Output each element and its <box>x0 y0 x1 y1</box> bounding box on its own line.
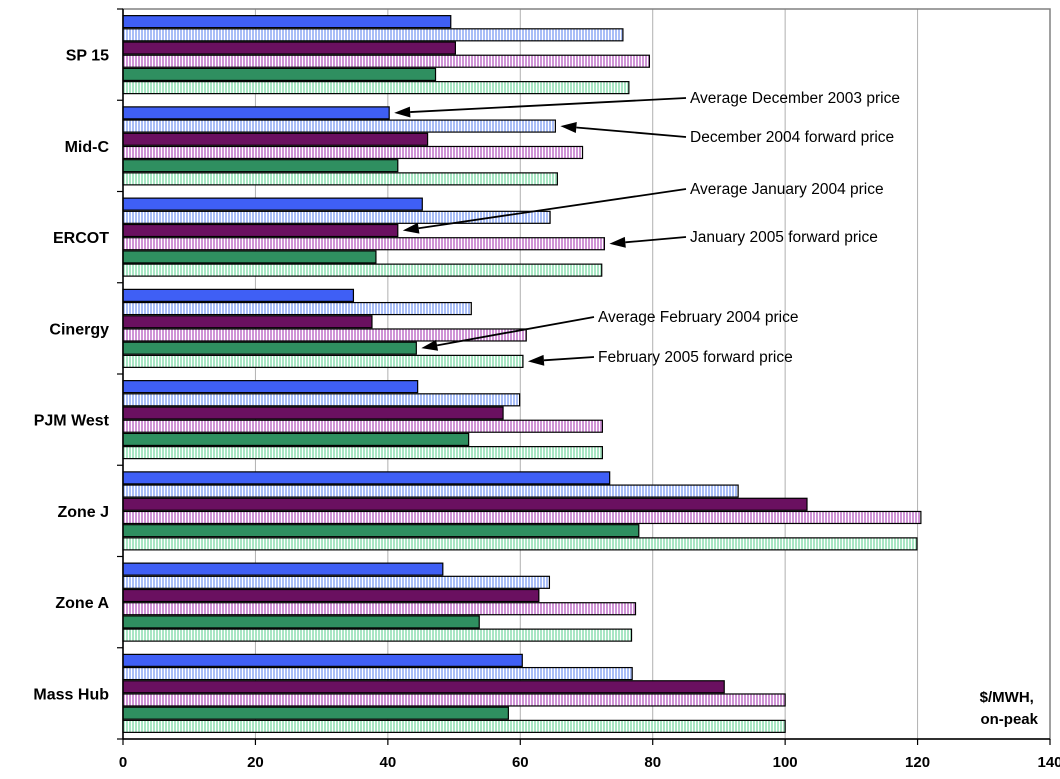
annotation-arrow-head <box>560 121 577 133</box>
unit-label: $/MWH, on-peak <box>980 689 1039 728</box>
category-label: Mass Hub <box>33 686 109 703</box>
x-tick-label: 60 <box>512 754 529 771</box>
bar-8-6 <box>122 719 786 733</box>
category-label: ERCOT <box>53 230 109 247</box>
bar-7-4 <box>122 602 637 616</box>
annotation-arrow-line <box>543 356 595 362</box>
annotation-label: Average December 2003 price <box>690 90 900 107</box>
x-tick-label: 40 <box>380 754 397 771</box>
x-tick-label: 80 <box>644 754 661 771</box>
bar-6-3 <box>122 497 808 511</box>
bar-4-5 <box>122 341 417 355</box>
bar-3-3 <box>122 223 399 238</box>
x-tick-label: 100 <box>773 754 798 771</box>
bar-8-5 <box>122 706 509 720</box>
bar-2-4 <box>122 145 584 160</box>
bar-3-1 <box>122 197 423 211</box>
bar-3-6 <box>122 263 603 277</box>
bar-6-6 <box>122 537 918 551</box>
unit-label-line1: $/MWH, <box>980 689 1034 706</box>
bar-5-5 <box>122 432 470 447</box>
annotation-arrow-line <box>625 236 687 244</box>
bar-7-1 <box>122 562 444 576</box>
category-label: Mid-C <box>65 139 110 156</box>
bar-1-5 <box>122 67 437 82</box>
category-label: Zone J <box>57 504 109 521</box>
bar-2-6 <box>122 172 558 186</box>
bar-2-5 <box>122 159 399 173</box>
bar-6-2 <box>122 484 739 498</box>
category-label: SP 15 <box>66 48 109 65</box>
bars <box>122 15 922 733</box>
bar-8-4 <box>122 693 786 707</box>
annotation-arrow-head <box>421 339 439 351</box>
annotation-arrow-line <box>418 188 687 230</box>
unit-label-line2: on-peak <box>980 711 1038 728</box>
bar-4-4 <box>122 328 527 342</box>
bar-6-5 <box>122 524 640 538</box>
bar-7-5 <box>122 615 480 629</box>
category-label: Cinergy <box>49 321 109 338</box>
annotation-arrow-line <box>436 316 595 347</box>
x-tick-label: 20 <box>247 754 264 771</box>
bar-3-4 <box>122 237 605 251</box>
bar-1-3 <box>122 41 456 55</box>
annotation-arrow-head <box>394 106 411 118</box>
bar-1-4 <box>122 54 651 68</box>
bar-6-4 <box>122 510 922 525</box>
annotation-arrow-line <box>576 126 687 138</box>
bar-2-3 <box>122 132 429 146</box>
annotation-label: December 2004 forward price <box>690 129 894 146</box>
annotation-label: January 2005 forward price <box>690 229 878 246</box>
bar-4-6 <box>122 354 524 368</box>
bar-5-4 <box>122 419 603 433</box>
bar-2-2 <box>122 119 556 133</box>
bar-3-2 <box>122 210 551 224</box>
bar-3-5 <box>122 250 377 264</box>
bar-1-1 <box>122 15 452 29</box>
bar-2-1 <box>122 106 390 120</box>
annotations: Average December 2003 price December 2004… <box>394 90 900 366</box>
annotation-label: Average February 2004 price <box>598 309 798 326</box>
axes <box>117 8 1051 745</box>
annotation-arrow-head <box>402 222 420 234</box>
bar-4-2 <box>122 301 472 316</box>
bar-7-6 <box>122 628 633 642</box>
x-tick-label: 140 <box>1037 754 1060 771</box>
category-label: PJM West <box>34 413 110 430</box>
bar-7-3 <box>122 588 540 603</box>
bar-7-2 <box>122 575 551 589</box>
bar-4-1 <box>122 288 355 302</box>
bar-8-3 <box>122 680 725 694</box>
bar-5-1 <box>122 380 419 394</box>
x-tick-label: 120 <box>905 754 930 771</box>
bar-1-6 <box>122 81 630 95</box>
bar-1-2 <box>122 28 624 42</box>
x-tick-labels: 0 20 40 60 80 100 120 140 <box>119 754 1060 771</box>
x-tick-label: 0 <box>119 754 127 771</box>
bar-5-3 <box>122 406 504 420</box>
annotation-label: Average January 2004 price <box>690 181 884 198</box>
bar-6-1 <box>122 471 611 485</box>
bar-5-2 <box>122 393 521 407</box>
category-labels: SP 15 Mid-C ERCOT Cinergy PJM West Zone J Zone… <box>33 48 109 704</box>
category-label: Zone A <box>55 595 109 612</box>
bar-8-2 <box>122 666 633 681</box>
annotation-arrow-head <box>609 236 626 248</box>
annotation-arrow-line <box>410 97 687 113</box>
bar-8-1 <box>122 653 523 667</box>
bar-4-3 <box>122 315 373 329</box>
annotation-label: February 2005 forward price <box>598 349 793 366</box>
bar-5-6 <box>122 446 603 460</box>
annotation-arrow-head <box>527 354 545 366</box>
